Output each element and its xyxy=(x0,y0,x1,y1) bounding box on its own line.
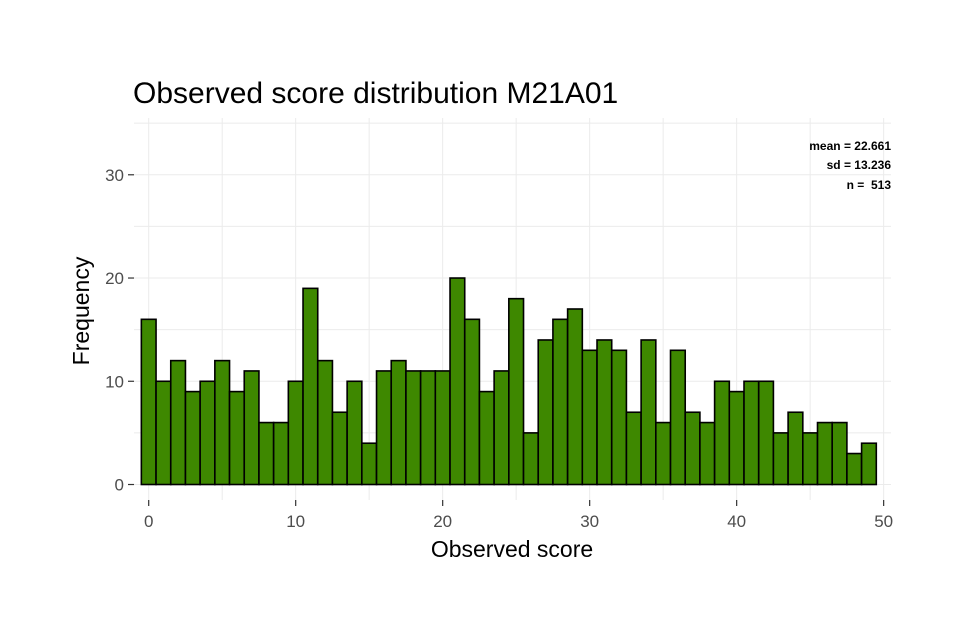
histogram-bar xyxy=(140,318,157,486)
histogram-bar xyxy=(508,297,525,486)
histogram-bar xyxy=(346,380,363,486)
histogram-bar xyxy=(493,370,510,486)
x-tick-label: 20 xyxy=(433,512,452,531)
histogram-bar xyxy=(258,421,275,486)
stats-annotation: mean = 22.661 sd = 13.236 n = 513 xyxy=(809,139,891,192)
histogram-bar xyxy=(743,380,760,486)
histogram-bar xyxy=(419,370,437,486)
y-tick-label: 10 xyxy=(105,372,124,391)
histogram-bar xyxy=(287,380,304,486)
histogram-bar xyxy=(684,411,701,486)
stat-n: n = 513 xyxy=(847,178,892,192)
stat-mean: mean = 22.661 xyxy=(809,139,891,153)
histogram-bar xyxy=(199,380,216,486)
chart-title: Observed score distribution M21A01 xyxy=(133,77,618,110)
histogram-bar xyxy=(566,308,584,486)
x-tick-label: 10 xyxy=(286,512,305,531)
histogram-bar xyxy=(361,442,378,486)
histogram-bar xyxy=(463,318,481,486)
histogram-bar xyxy=(713,380,731,486)
bars xyxy=(140,277,878,486)
histogram-bar xyxy=(375,370,393,486)
histogram-bar xyxy=(802,432,819,486)
x-tick-label: 50 xyxy=(874,512,893,531)
y-tick-label: 20 xyxy=(105,269,124,288)
histogram-bar xyxy=(478,390,495,486)
histogram-bar xyxy=(581,349,598,486)
x-tick-label: 40 xyxy=(727,512,746,531)
histogram-bar xyxy=(434,370,451,486)
histogram-bar xyxy=(831,421,848,486)
histogram-bar xyxy=(772,432,789,486)
y-axis-title: Frequency xyxy=(68,256,94,365)
histogram-bar xyxy=(214,359,231,486)
y-tick-label: 0 xyxy=(115,476,124,495)
axes: 0 10 20 30 40 50 0 10 20 30 xyxy=(105,166,893,531)
histogram-bar xyxy=(610,349,628,486)
x-tick-label: 0 xyxy=(144,512,153,531)
histogram-bar xyxy=(640,339,657,486)
histogram-bar xyxy=(625,411,642,486)
histogram-bar xyxy=(316,359,334,486)
x-tick-label: 30 xyxy=(580,512,599,531)
stat-sd: sd = 13.236 xyxy=(827,158,892,172)
histogram-bar xyxy=(272,421,290,486)
histogram-bar xyxy=(860,442,878,486)
histogram-bar xyxy=(699,421,716,486)
y-tick-label: 30 xyxy=(105,166,124,185)
histogram-bar xyxy=(537,339,554,486)
histogram-bar xyxy=(243,370,260,486)
x-axis-title: Observed score xyxy=(431,536,593,562)
histogram-bar xyxy=(787,411,804,486)
histogram-bar xyxy=(228,390,246,486)
histogram-bar xyxy=(816,421,834,486)
histogram-bar xyxy=(449,277,466,486)
histogram-bar xyxy=(155,380,172,486)
histogram-bar xyxy=(596,339,613,486)
histogram-bar xyxy=(655,421,672,486)
histogram-bar xyxy=(522,432,540,486)
histogram-bar xyxy=(552,318,569,486)
histogram-bar xyxy=(757,380,775,486)
histogram-bar xyxy=(169,359,187,486)
histogram-bar xyxy=(184,390,201,486)
histogram-bar xyxy=(302,287,319,486)
histogram-bar xyxy=(331,411,348,486)
histogram-bar xyxy=(405,370,422,486)
histogram-bar xyxy=(390,359,407,486)
histogram-bar xyxy=(669,349,687,486)
histogram-bar xyxy=(728,390,745,486)
histogram-bar xyxy=(846,452,863,486)
